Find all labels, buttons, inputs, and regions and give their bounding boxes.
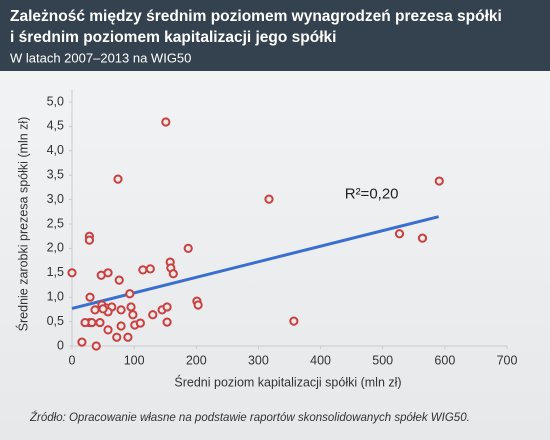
x-tick-label: 100 bbox=[124, 353, 145, 367]
y-tick-label: 3,0 bbox=[47, 192, 64, 206]
y-tick-label: 2,5 bbox=[47, 216, 64, 230]
point bbox=[434, 176, 444, 186]
point bbox=[162, 317, 172, 327]
point bbox=[145, 264, 155, 274]
x-tick-label: 0 bbox=[69, 353, 76, 367]
y-tick-label: 5,0 bbox=[47, 94, 64, 108]
y-tick-label: 0,5 bbox=[47, 314, 64, 328]
point bbox=[162, 302, 172, 312]
y-tick-label: 3,5 bbox=[47, 167, 64, 181]
point bbox=[148, 310, 158, 320]
x-tick-label: 600 bbox=[434, 353, 455, 367]
point bbox=[85, 292, 95, 302]
point bbox=[183, 243, 193, 253]
point bbox=[264, 194, 274, 204]
x-tick-label: 500 bbox=[372, 353, 393, 367]
point bbox=[123, 332, 133, 342]
source: Źródło: Opracowanie własne na podstawie … bbox=[29, 411, 470, 424]
point bbox=[90, 305, 100, 315]
y-tick-label: 4,0 bbox=[47, 143, 64, 157]
point bbox=[91, 341, 101, 351]
point bbox=[116, 321, 126, 331]
point bbox=[168, 269, 178, 279]
point bbox=[126, 302, 136, 312]
x-tick-label: 300 bbox=[248, 353, 269, 367]
point bbox=[135, 318, 145, 328]
x-axis-title: Średni poziom kapitalizacji spółki (mln … bbox=[174, 374, 401, 389]
point bbox=[193, 300, 203, 310]
point bbox=[116, 305, 126, 315]
header bbox=[0, 0, 550, 71]
y-tick-label: 4,5 bbox=[47, 119, 64, 133]
point bbox=[125, 289, 135, 299]
point bbox=[114, 275, 124, 285]
point bbox=[103, 325, 113, 335]
point bbox=[84, 235, 95, 245]
point bbox=[77, 337, 87, 347]
point bbox=[289, 316, 299, 326]
point bbox=[138, 265, 148, 275]
title-line: i średnim poziomem kapitalizacji jego sp… bbox=[10, 29, 336, 46]
x-tick-label: 400 bbox=[310, 353, 331, 367]
annotation: R²=0,20 bbox=[345, 186, 399, 203]
x-tick-label: 700 bbox=[497, 353, 518, 367]
point bbox=[417, 233, 428, 243]
title-line: Zależność między średnim poziomem wynagr… bbox=[10, 8, 502, 25]
y-tick-label: 0 bbox=[57, 338, 64, 352]
point bbox=[98, 304, 108, 314]
point bbox=[112, 332, 122, 342]
y-tick-label: 1,0 bbox=[47, 289, 64, 303]
point bbox=[394, 229, 405, 239]
point bbox=[67, 268, 77, 278]
point bbox=[161, 117, 171, 127]
y-axis-title: Średnie zarobki prezesa spółki (mln zł) bbox=[15, 117, 30, 332]
y-tick-label: 1,5 bbox=[47, 265, 64, 279]
point bbox=[103, 268, 113, 278]
point bbox=[95, 317, 105, 328]
y-tick-label: 2,0 bbox=[47, 241, 64, 255]
point bbox=[113, 174, 123, 184]
point bbox=[128, 310, 138, 320]
point bbox=[80, 317, 90, 328]
x-tick-label: 200 bbox=[186, 353, 207, 367]
subtitle: W latach 2007–2013 na WIG50 bbox=[10, 50, 191, 65]
